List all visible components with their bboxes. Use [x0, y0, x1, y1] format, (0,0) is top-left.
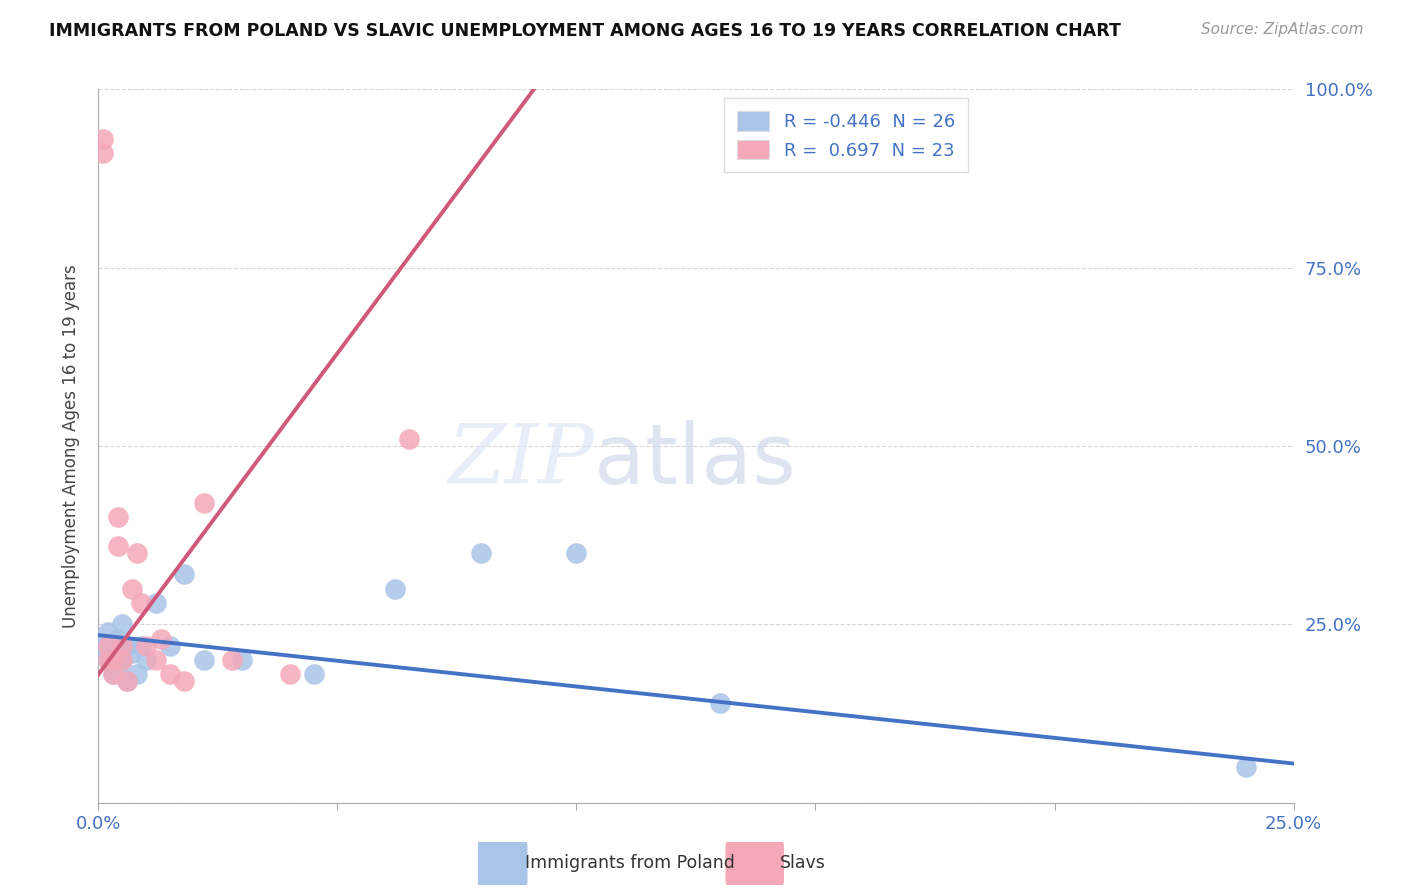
- Point: [111, 653, 134, 667]
- Point: [384, 582, 406, 596]
- Point: [145, 653, 167, 667]
- Point: [159, 667, 181, 681]
- Point: [115, 674, 138, 689]
- Y-axis label: Unemployment Among Ages 16 to 19 years: Unemployment Among Ages 16 to 19 years: [62, 264, 80, 628]
- Point: [91, 146, 114, 161]
- Point: [149, 632, 172, 646]
- Point: [101, 646, 124, 660]
- Point: [107, 510, 129, 524]
- Point: [173, 674, 195, 689]
- Point: [111, 653, 134, 667]
- Point: [193, 653, 215, 667]
- Point: [131, 596, 153, 610]
- Point: [565, 546, 588, 560]
- Point: [115, 639, 138, 653]
- Legend: R = -0.446  N = 26, R =  0.697  N = 23: R = -0.446 N = 26, R = 0.697 N = 23: [724, 98, 967, 172]
- Point: [398, 432, 420, 446]
- Point: [302, 667, 325, 681]
- Point: [101, 667, 124, 681]
- Point: [115, 674, 138, 689]
- Point: [101, 667, 124, 681]
- Point: [709, 696, 731, 710]
- Point: [135, 639, 157, 653]
- Point: [125, 667, 148, 681]
- Point: [135, 653, 157, 667]
- Point: [221, 653, 243, 667]
- Point: [470, 546, 492, 560]
- Point: [97, 653, 120, 667]
- Point: [111, 617, 134, 632]
- Point: [97, 653, 120, 667]
- Point: [121, 646, 143, 660]
- Point: [111, 639, 134, 653]
- Point: [91, 639, 114, 653]
- Point: [107, 632, 129, 646]
- Point: [231, 653, 253, 667]
- Point: [1234, 760, 1257, 774]
- Point: [101, 653, 124, 667]
- Point: [278, 667, 301, 681]
- Text: atlas: atlas: [595, 420, 796, 500]
- Text: ZIP: ZIP: [447, 420, 595, 500]
- FancyBboxPatch shape: [470, 834, 527, 892]
- Point: [125, 546, 148, 560]
- Point: [193, 496, 215, 510]
- Text: IMMIGRANTS FROM POLAND VS SLAVIC UNEMPLOYMENT AMONG AGES 16 TO 19 YEARS CORRELAT: IMMIGRANTS FROM POLAND VS SLAVIC UNEMPLO…: [49, 22, 1121, 40]
- Point: [97, 624, 120, 639]
- FancyBboxPatch shape: [725, 834, 785, 892]
- Point: [131, 639, 153, 653]
- Text: Source: ZipAtlas.com: Source: ZipAtlas.com: [1201, 22, 1364, 37]
- Point: [145, 596, 167, 610]
- Point: [91, 132, 114, 146]
- Point: [121, 582, 143, 596]
- Text: Immigrants from Poland: Immigrants from Poland: [526, 855, 735, 872]
- Point: [107, 539, 129, 553]
- Point: [173, 567, 195, 582]
- Point: [97, 639, 120, 653]
- Point: [107, 660, 129, 674]
- Text: Slavs: Slavs: [779, 855, 825, 872]
- Point: [159, 639, 181, 653]
